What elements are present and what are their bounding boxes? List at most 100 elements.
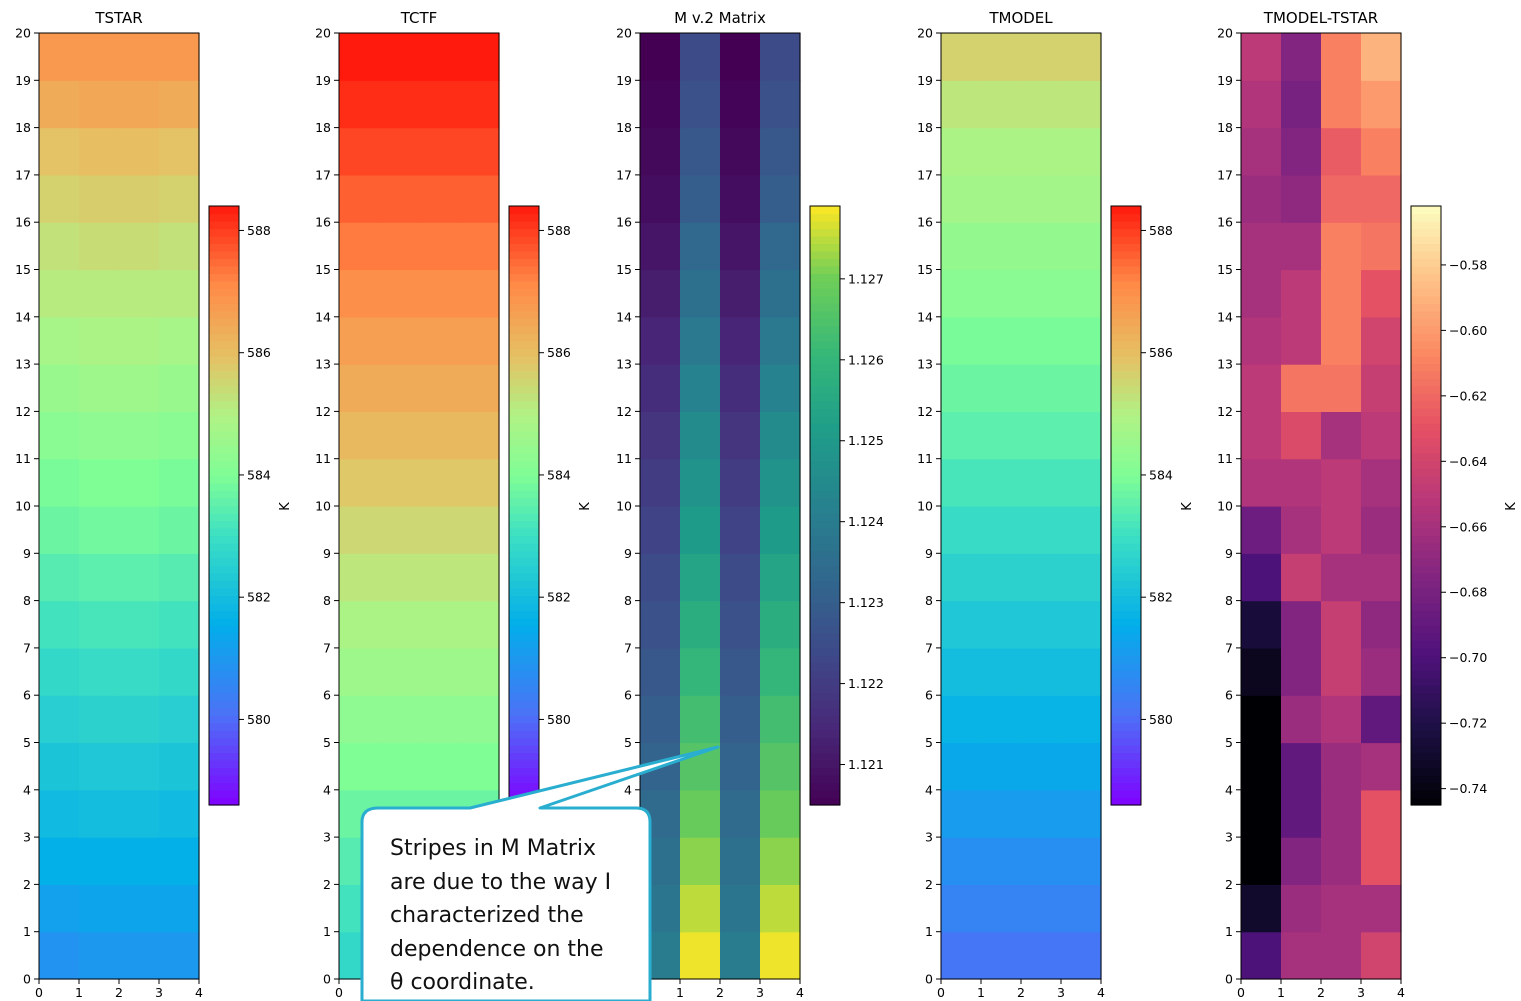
heatmap-cell [680, 269, 721, 318]
heatmap-cell [640, 506, 681, 554]
colorbar-frame [809, 205, 841, 806]
heatmap-cell [1281, 174, 1322, 223]
colorbar-segment [1111, 355, 1141, 364]
colorbar-segment [1411, 587, 1441, 596]
heatmap-cell [640, 174, 681, 223]
heatmap-cell [1021, 411, 1062, 460]
colorbar-segment [1111, 333, 1141, 342]
colorbar-segment [209, 483, 239, 492]
colorbar-segment [1411, 565, 1441, 574]
colorbar-segment [1111, 453, 1141, 462]
colorbar-segment [810, 490, 840, 499]
heatmap-cell [680, 600, 721, 649]
colorbar-tick-label: 586 [1149, 345, 1173, 360]
colorbar-segment [209, 542, 239, 552]
heatmap-cell [119, 600, 160, 649]
colorbar-segment [509, 460, 539, 469]
heatmap-cell [1021, 647, 1062, 696]
heatmap-cell [79, 884, 120, 933]
heatmap-cell [159, 647, 200, 696]
heatmap-cell [1241, 553, 1282, 602]
colorbar-segment [810, 700, 840, 709]
colorbar-segment [209, 572, 239, 581]
heatmap-cell [1321, 458, 1362, 507]
heatmap-cell [760, 458, 801, 507]
heatmap-cell [1321, 600, 1362, 649]
colorbar-segment [1111, 370, 1141, 379]
heatmap-cell [941, 931, 982, 980]
colorbar-tick-label: −0.74 [1449, 781, 1487, 796]
colorbar-segment [810, 737, 840, 746]
colorbar-segment [509, 415, 539, 424]
colorbar-segment [810, 707, 840, 716]
colorbar-segment [1111, 438, 1141, 447]
colorbar-segment [209, 498, 239, 507]
x-tick-label: 3 [155, 985, 163, 1000]
heatmap-cell [1281, 884, 1322, 933]
y-tick-label: 15 [315, 262, 331, 277]
colorbar-segment [209, 438, 239, 447]
colorbar-segment [509, 400, 539, 409]
heatmap-cell [379, 695, 420, 744]
colorbar-segment [1411, 385, 1441, 394]
heatmap-cell [39, 553, 80, 602]
colorbar-segment [810, 595, 840, 604]
colorbar-segment [1411, 355, 1441, 364]
colorbar-segment [209, 595, 239, 604]
colorbar-segment [209, 640, 239, 649]
colorbar-segment [1411, 430, 1441, 439]
panel-2: TCTF012345678910111213141516171819200123… [315, 9, 593, 1000]
heatmap-cell [640, 600, 681, 649]
y-tick-label: 1 [1225, 924, 1233, 939]
colorbar-segment [1411, 550, 1441, 559]
colorbar-segment [509, 557, 539, 566]
colorbar-segment [1111, 228, 1141, 237]
colorbar-segment [810, 565, 840, 574]
colorbar-segment [810, 527, 840, 537]
colorbar-tick-label: 1.123 [848, 595, 884, 610]
colorbar-segment [1411, 737, 1441, 746]
colorbar-segment [509, 258, 539, 267]
heatmap-cell [159, 837, 200, 885]
heatmap-cell [1061, 742, 1102, 791]
y-tick-label: 5 [624, 735, 632, 750]
colorbar-segment [810, 692, 840, 701]
colorbar-segment [509, 632, 539, 641]
colorbar-segment [209, 662, 239, 671]
x-tick-label: 2 [716, 985, 724, 1000]
heatmap-cell [339, 80, 380, 129]
colorbar-segment [1111, 782, 1141, 791]
colorbar-segment [1111, 408, 1141, 417]
y-tick-label: 7 [323, 640, 331, 655]
colorbar-tick-label: 1.125 [848, 433, 884, 448]
colorbar-segment [1111, 505, 1141, 514]
heatmap-cell [339, 458, 380, 507]
colorbar-segment [509, 438, 539, 447]
heatmap-cell [720, 837, 761, 885]
heatmap-cell [79, 364, 120, 412]
heatmap-cell [79, 789, 120, 838]
colorbar-segment [209, 715, 239, 724]
colorbar-segment [1111, 475, 1141, 484]
heatmap-cell [1281, 458, 1322, 507]
heatmap-cell [760, 316, 801, 365]
heatmap-cell [39, 458, 80, 507]
heatmap-cell [1021, 931, 1062, 980]
colorbar-segment [1411, 213, 1441, 222]
heatmap-cell [459, 647, 500, 696]
heatmap-cell [941, 411, 982, 460]
heatmap-cell [79, 458, 120, 507]
heatmap-cell [680, 695, 721, 744]
colorbar-segment [1411, 670, 1441, 679]
colorbar-segment [1111, 423, 1141, 432]
colorbar-segment [1111, 490, 1141, 499]
colorbar-segment [1111, 445, 1141, 454]
colorbar-segment [1111, 745, 1141, 754]
heatmap-cell [1021, 458, 1062, 507]
colorbar-segment [209, 677, 239, 686]
y-tick-label: 8 [925, 593, 933, 608]
callout-line-4: dependence on the [390, 937, 604, 962]
colorbar-segment [810, 655, 840, 664]
colorbar-segment [209, 475, 239, 484]
